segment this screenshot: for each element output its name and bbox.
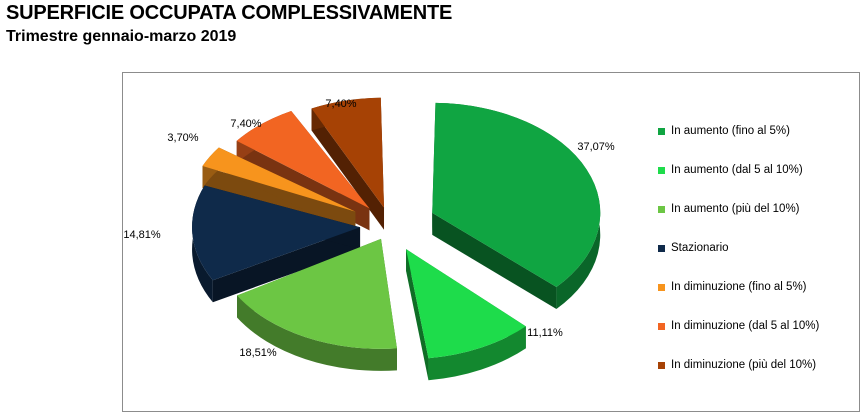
pie-slice-2: [406, 249, 526, 381]
legend-swatch-2: [658, 166, 665, 174]
legend-label-1: In aumento (fino al 5%): [671, 125, 790, 137]
legend-swatch-1: [658, 127, 665, 135]
data-label-5: 3,70%: [167, 132, 198, 144]
legend-item-3: In aumento (più del 10%): [658, 202, 800, 216]
data-label-2: 11,11%: [527, 327, 563, 339]
pie-slice-3: [237, 238, 397, 371]
pie-slice-wall-1-2: [432, 212, 557, 310]
legend-item-5: In diminuzione (fino al 5%): [658, 280, 807, 294]
pie-slice-top-7: [311, 97, 385, 208]
pie-slice-7: [311, 97, 385, 230]
legend-swatch-3: [658, 205, 665, 213]
legend-item-7: In diminuzione (più del 10%): [658, 358, 816, 372]
pie-slice-side-2: [428, 326, 526, 381]
pie-slice-side-3: [237, 295, 397, 371]
legend-item-1: In aumento (fino al 5%): [658, 124, 790, 138]
pie-slice-top-1: [432, 102, 601, 288]
data-label-6: 7,40%: [230, 118, 261, 130]
data-label-1: 37,07%: [577, 141, 615, 153]
pie-slice-top-3: [237, 238, 397, 349]
legend-item-6: In diminuzione (dal 5 al 10%): [658, 319, 819, 333]
pie-slice-4: [192, 185, 361, 303]
chart-title: SUPERFICIE OCCUPATA COMPLESSIVAMENTE: [6, 2, 453, 24]
data-label-7: 7,40%: [325, 98, 356, 110]
legend-label-5: In diminuzione (fino al 5%): [671, 281, 807, 293]
pie-slice-top-6: [236, 110, 370, 209]
legend-label-3: In aumento (più del 10%): [671, 203, 800, 215]
legend-label-2: In aumento (dal 5 al 10%): [671, 164, 803, 176]
legend-label-7: In diminuzione (più del 10%): [671, 359, 817, 371]
data-label-3: 18,51%: [239, 347, 277, 359]
legend-swatch-6: [658, 322, 665, 330]
legend-swatch-7: [658, 361, 665, 369]
pie-slice-1: [432, 102, 601, 310]
legend-label-4: Stazionario: [671, 242, 729, 254]
pie-slice-wall-2-2: [406, 249, 429, 381]
legend-item-2: In aumento (dal 5 al 10%): [658, 163, 803, 177]
pie-slice-wall-4-1: [212, 227, 361, 303]
pie-slice-top-5: [202, 147, 356, 212]
chart-subtitle: Trimestre gennaio-marzo 2019: [6, 28, 237, 45]
legend-swatch-4: [658, 244, 665, 252]
legend-swatch-5: [658, 283, 665, 291]
data-label-4: 14,81%: [123, 229, 161, 241]
pie-slice-wall-7-1: [311, 108, 385, 230]
legend-item-4: Stazionario: [658, 241, 729, 255]
legend-label-6: In diminuzione (dal 5 al 10%): [671, 320, 820, 332]
pie-slice-top-2: [406, 249, 526, 359]
pie-slice-top-4: [192, 185, 361, 281]
